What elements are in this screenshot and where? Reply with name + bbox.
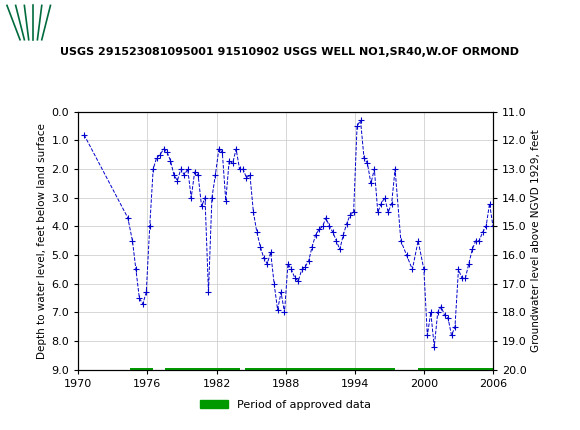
Text: USGS 291523081095001 91510902 USGS WELL NO1,SR40,W.OF ORMOND: USGS 291523081095001 91510902 USGS WELL …: [60, 47, 520, 57]
Text: USGS: USGS: [61, 14, 116, 31]
Bar: [418, 368, 493, 372]
FancyBboxPatch shape: [7, 6, 50, 40]
Y-axis label: Depth to water level, feet below land surface: Depth to water level, feet below land su…: [37, 123, 48, 359]
Legend: Period of approved data: Period of approved data: [196, 396, 375, 415]
Bar: [245, 368, 395, 372]
Y-axis label: Groundwater level above NGVD 1929, feet: Groundwater level above NGVD 1929, feet: [531, 129, 541, 352]
Bar: [165, 368, 240, 372]
Bar: [130, 368, 153, 372]
